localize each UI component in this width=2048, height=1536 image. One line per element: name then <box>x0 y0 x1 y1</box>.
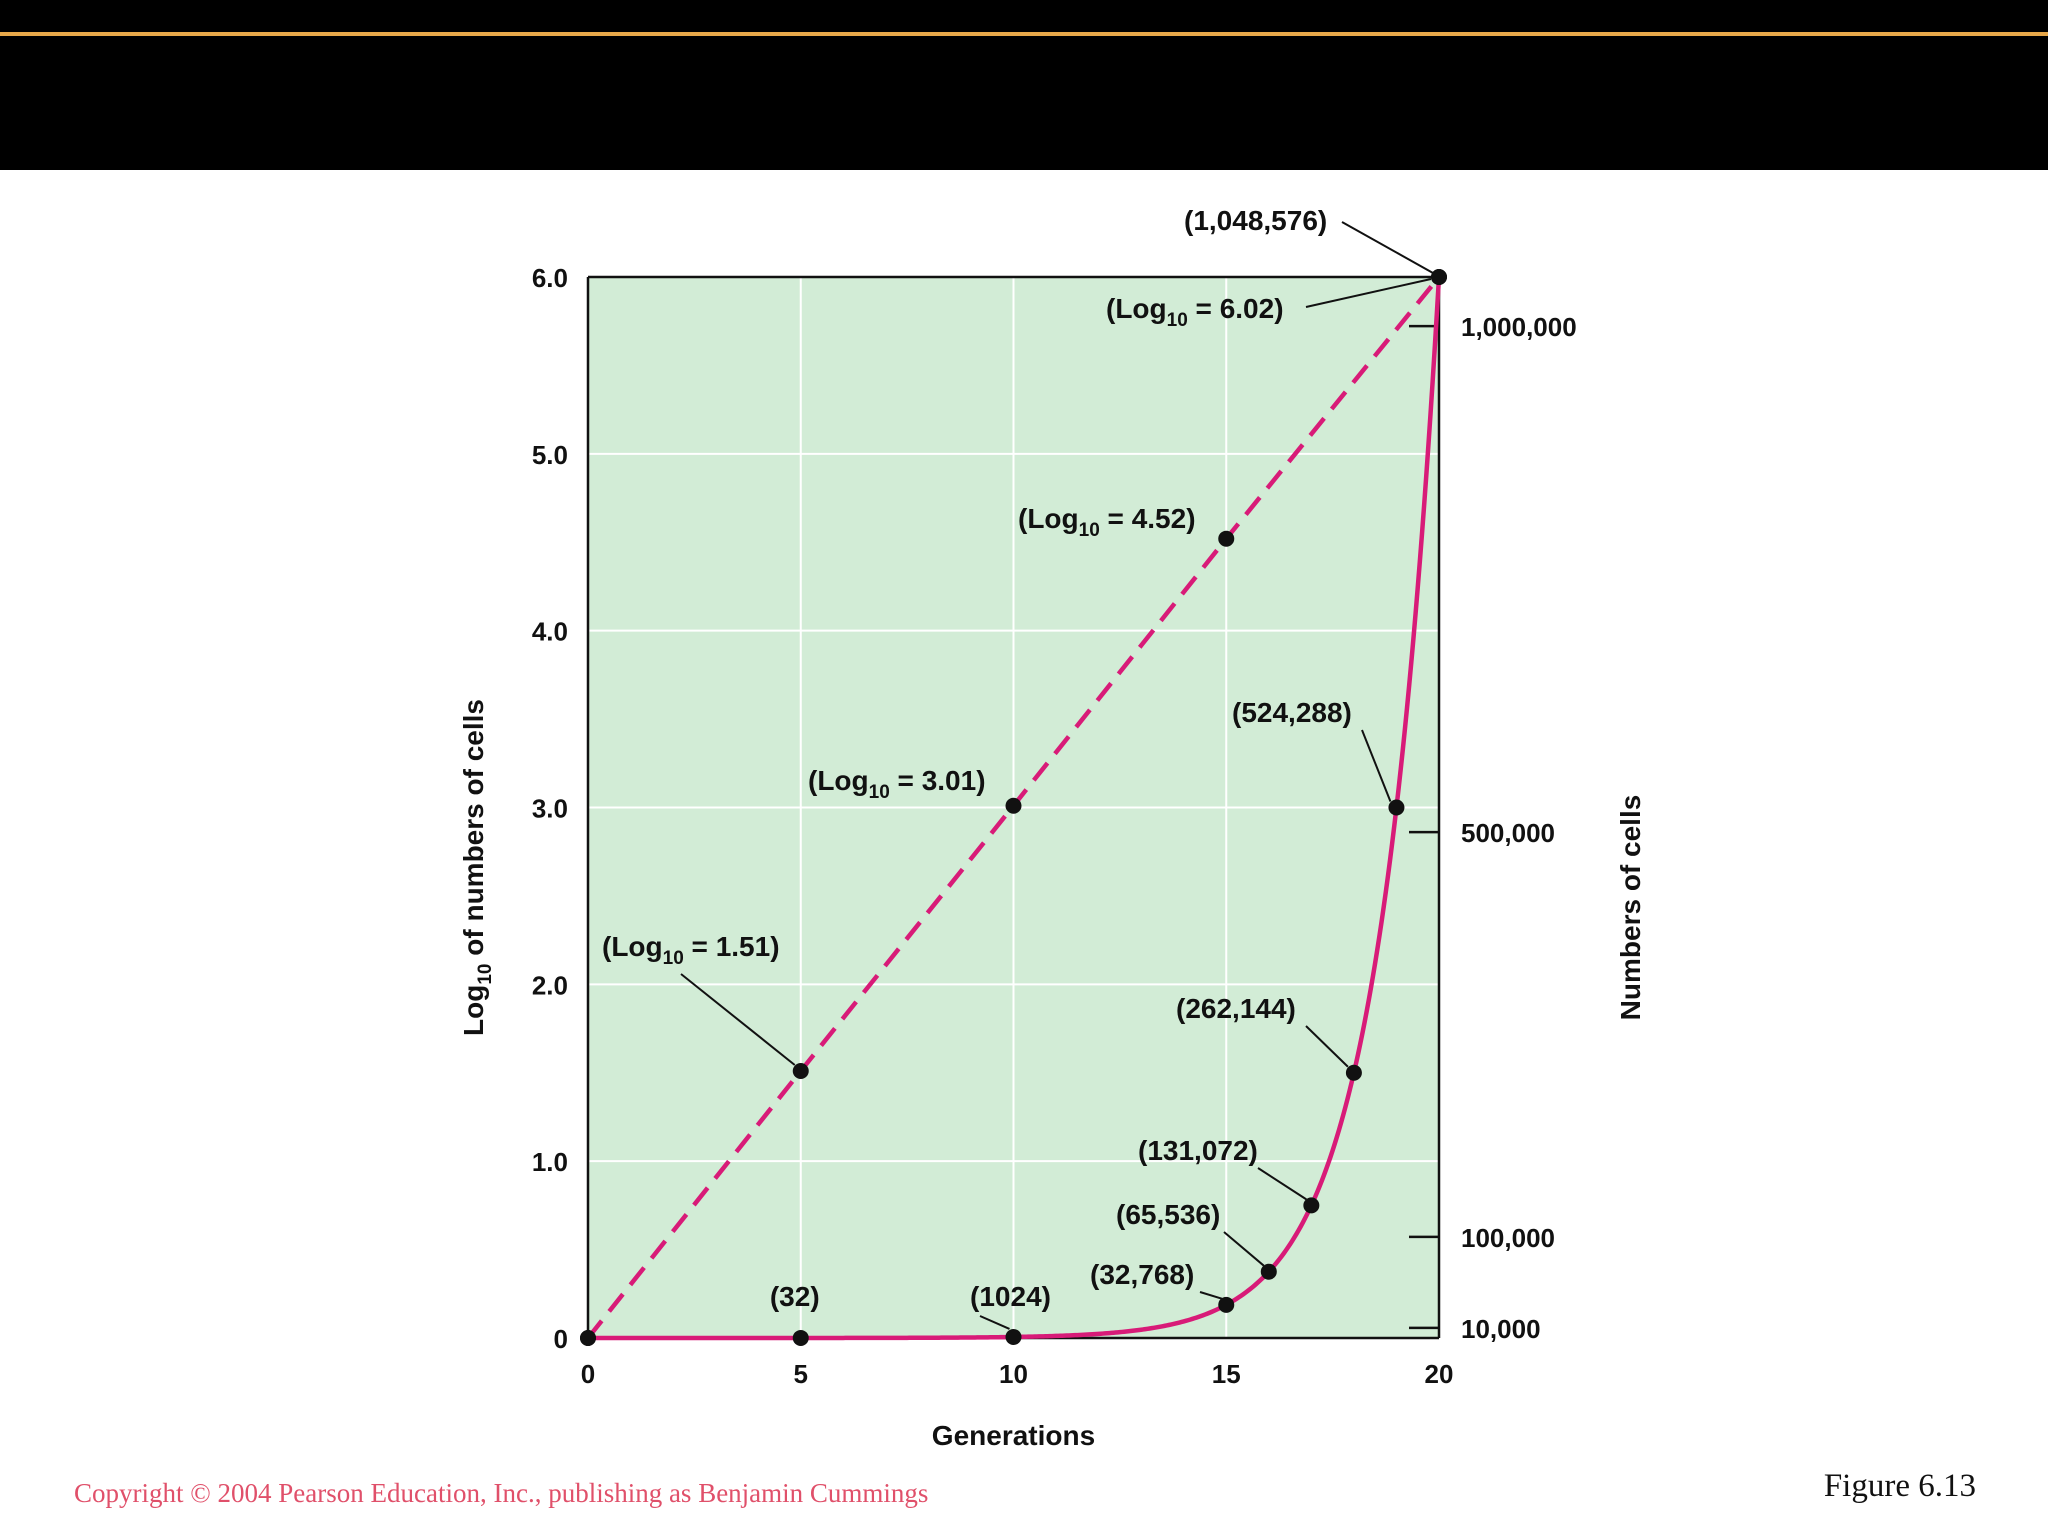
figure-label: Figure 6.13 <box>1823 1468 1976 1504</box>
leader-line <box>1341 221 1434 274</box>
y-tick-label-right: 1,000,000 <box>1461 312 1577 342</box>
log-data-point <box>1218 530 1235 547</box>
copyright-notice: Copyright © 2004 Pearson Education, Inc.… <box>74 1478 929 1508</box>
leader-line <box>1305 278 1432 308</box>
leader-line <box>1199 1291 1223 1300</box>
arithmetic-point-label: (1,048,576) <box>1184 205 1327 236</box>
leader-line <box>1223 1231 1265 1267</box>
arithmetic-point-label: (65,536) <box>1116 1199 1220 1230</box>
y-tick-label-right: 500,000 <box>1461 818 1555 848</box>
log-point-label: (Log10 = 6.02) <box>1106 293 1284 331</box>
title-bar-accent-line <box>0 32 2048 36</box>
leader-line <box>1361 729 1392 802</box>
arithmetic-data-point <box>1345 1064 1362 1081</box>
leader-line <box>979 1315 1010 1330</box>
arithmetic-data-point <box>1218 1296 1235 1313</box>
arithmetic-data-point <box>580 1329 596 1346</box>
arithmetic-point-label: (1024) <box>970 1281 1051 1312</box>
y-tick-label-left: 4.0 <box>532 617 568 647</box>
y-tick-label-left: 1.0 <box>532 1147 568 1177</box>
arithmetic-data-point <box>1303 1197 1320 1214</box>
arithmetic-data-point <box>1005 1328 1022 1345</box>
title-bar <box>0 0 2048 170</box>
arithmetic-point-label: (32,768) <box>1090 1259 1194 1290</box>
leader-line <box>680 973 796 1066</box>
y-tick-label-right: 100,000 <box>1461 1223 1555 1253</box>
x-tick-label: 10 <box>999 1359 1028 1389</box>
x-axis-title: Generations <box>932 1420 1095 1451</box>
x-tick-label: 5 <box>794 1359 808 1389</box>
log-data-point <box>1005 797 1022 814</box>
y-axis-title-right: Numbers of cells <box>1615 795 1646 1021</box>
arithmetic-point-label: (262,144) <box>1176 993 1296 1024</box>
log-point-label: (Log10 = 4.52) <box>1018 503 1196 541</box>
y-tick-label-left: 0 <box>554 1324 568 1354</box>
log-data-point <box>792 1062 809 1079</box>
y-tick-label-left: 6.0 <box>532 263 568 293</box>
arithmetic-data-point <box>1431 269 1447 285</box>
y-tick-label-left: 3.0 <box>532 794 568 824</box>
log-point-label: (Log10 = 1.51) <box>602 931 780 969</box>
x-tick-label: 0 <box>581 1359 595 1389</box>
y-tick-label-left: 2.0 <box>532 970 568 1000</box>
arithmetic-data-point <box>1388 799 1405 816</box>
arithmetic-point-label: (131,072) <box>1138 1135 1258 1166</box>
leader-line <box>1257 1167 1307 1201</box>
y-tick-label-right: 10,000 <box>1461 1314 1541 1344</box>
x-tick-label: 20 <box>1425 1359 1454 1389</box>
y-tick-label-left: 5.0 <box>532 440 568 470</box>
y-axis-title-left: Log10 of numbers of cells <box>458 699 496 1036</box>
log-point-label: (Log10 = 3.01) <box>808 765 986 803</box>
arithmetic-data-point <box>1260 1263 1277 1280</box>
leader-line <box>1305 1025 1349 1068</box>
arithmetic-data-point <box>792 1329 809 1346</box>
arithmetic-point-label: (524,288) <box>1232 697 1352 728</box>
arithmetic-point-label: (32) <box>770 1281 820 1312</box>
x-tick-label: 15 <box>1212 1359 1241 1389</box>
